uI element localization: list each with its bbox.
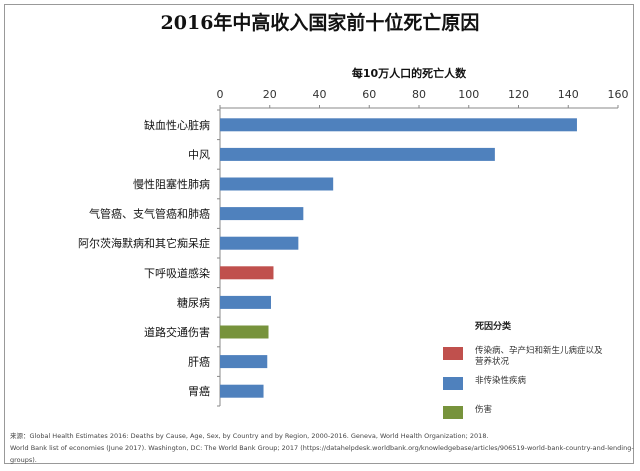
bar-7 — [220, 295, 271, 309]
x-tick-label: 40 — [313, 88, 327, 101]
x-tick-label: 80 — [412, 88, 426, 101]
category-label: 中风 — [188, 148, 210, 161]
bar-1 — [220, 118, 577, 132]
x-tick-label: 100 — [458, 88, 479, 101]
x-tick-label: 0 — [217, 88, 224, 101]
category-label: 胃癌 — [188, 384, 210, 398]
source-line-1: 来源：Global Health Estimates 2016: Deaths … — [10, 432, 489, 440]
category-label: 气管癌、支气管癌和肺癌 — [89, 207, 210, 221]
legend-label: 伤害 — [475, 404, 492, 415]
chart-frame — [4, 4, 634, 464]
legend-title: 死因分类 — [474, 320, 512, 332]
x-tick-label: 120 — [508, 88, 529, 101]
legend-swatch-cd — [443, 347, 463, 360]
category-label: 肝癌 — [188, 355, 210, 369]
category-label: 糖尿病 — [177, 295, 210, 309]
legend-label: 非传染性疾病 — [475, 375, 527, 386]
source-line-2: World Bank list of economies (June 2017)… — [10, 444, 634, 464]
bar-3 — [220, 177, 334, 191]
bar-10 — [220, 384, 264, 398]
legend-swatch-ncd — [443, 377, 463, 390]
category-label: 下呼吸道感染 — [144, 266, 210, 280]
category-label: 缺血性心脏病 — [144, 118, 210, 132]
x-axis-title: 每10万人口的死亡人数 — [352, 66, 467, 80]
x-tick-label: 140 — [558, 88, 579, 101]
bar-2 — [220, 147, 495, 161]
category-label: 阿尔茨海默病和其它痴呆症 — [78, 236, 210, 250]
legend-label: 传染病、孕产妇和新生儿病症以及 — [475, 345, 603, 356]
x-tick-label: 160 — [608, 88, 629, 101]
bar-8 — [220, 325, 269, 339]
bar-9 — [220, 355, 268, 369]
bar-6 — [220, 266, 274, 280]
bar-4 — [220, 207, 304, 221]
chart-title: 2016年中高收入国家前十位死亡原因 — [160, 12, 480, 34]
x-tick-label: 20 — [263, 88, 277, 101]
category-label: 道路交通伤害 — [144, 325, 210, 339]
category-label: 慢性阻塞性肺病 — [133, 177, 210, 191]
source-note: 来源：Global Health Estimates 2016: Deaths … — [10, 430, 640, 466]
bar-5 — [220, 236, 299, 250]
x-tick-label: 60 — [362, 88, 376, 101]
legend-label-line2: 营养状况 — [475, 356, 510, 367]
legend-swatch-inj — [443, 406, 463, 419]
